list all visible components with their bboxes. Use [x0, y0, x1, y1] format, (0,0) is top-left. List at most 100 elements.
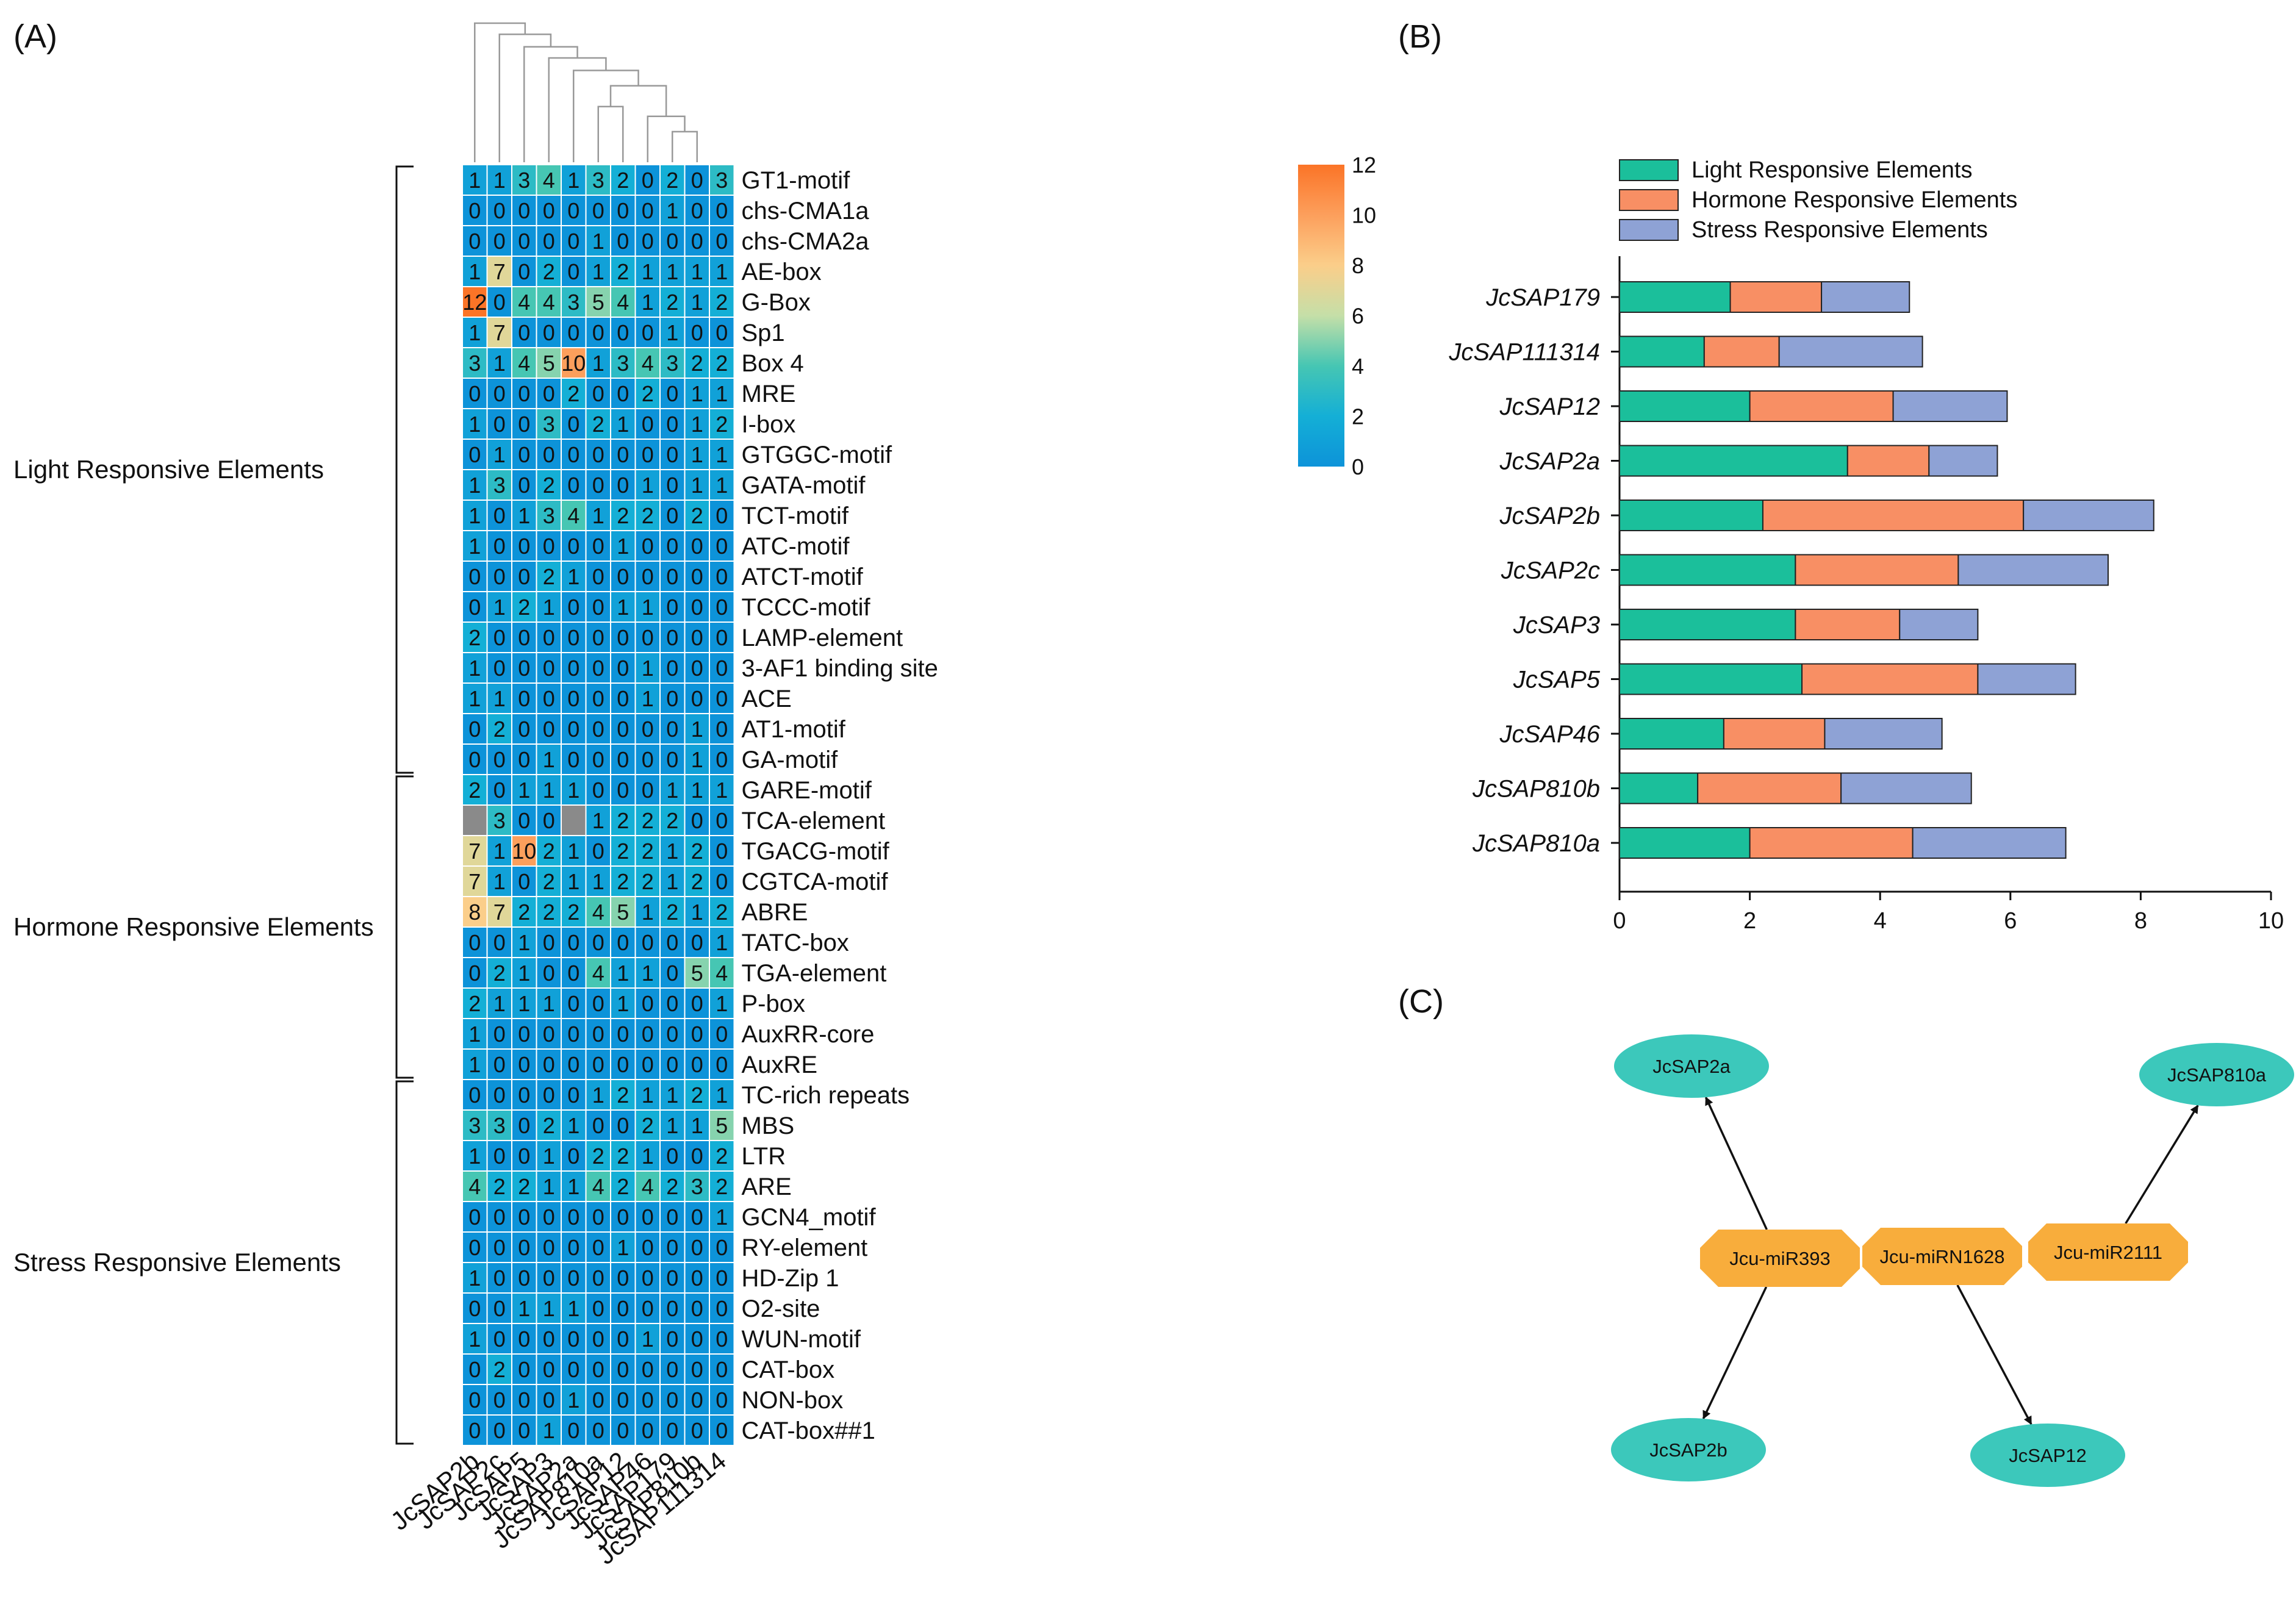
heatmap-cell-value: 0: [691, 1022, 703, 1047]
heatmap-cell-value: 7: [493, 900, 506, 925]
heatmap-cell-value: 0: [468, 1235, 481, 1260]
heatmap-cell-value: 0: [592, 564, 604, 589]
colorbar-tick-label: 12: [1352, 152, 1376, 177]
heatmap-cell-value: 0: [666, 595, 678, 620]
heatmap-cell-value: 0: [567, 595, 579, 620]
heatmap-cell-value: 3: [493, 473, 506, 498]
heatmap-cell: [536, 317, 562, 348]
heatmap-cell-value: 2: [543, 473, 555, 498]
heatmap-cell-value: 0: [592, 1022, 604, 1047]
heatmap-row-label: chs-CMA2a: [742, 228, 870, 255]
heatmap-cell-value: 0: [617, 1357, 629, 1382]
heatmap-cell: [684, 1140, 710, 1172]
heatmap-cell-value: 0: [543, 1022, 555, 1047]
dendrogram-branch: [609, 85, 667, 116]
heatmap-cell-value: 2: [642, 381, 654, 406]
heatmap-cell-value: 1: [567, 1296, 579, 1321]
heatmap-row-label: ACE: [742, 686, 792, 712]
heatmap-cell-value: 0: [666, 1266, 678, 1291]
heatmap-cell-value: 0: [716, 1052, 728, 1077]
heatmap-cell: [536, 1140, 562, 1172]
heatmap-cell-value: 0: [642, 1418, 654, 1443]
heatmap-cell: [709, 469, 735, 501]
heatmap-cell-value: 1: [642, 259, 654, 284]
dendrogram-branch: [498, 33, 552, 162]
heatmap-cell-value: 0: [691, 595, 703, 620]
heatmap-cell: [659, 1231, 686, 1263]
heatmap-cell-value: 0: [468, 961, 481, 986]
group-brackets: Light Responsive Elements Hormone Respons…: [13, 165, 414, 1445]
heatmap-cell: [486, 987, 512, 1019]
heatmap-cell-value: 0: [468, 1357, 481, 1382]
heatmap-cell-value: 0: [666, 1296, 678, 1321]
heatmap-cell-value: 3: [493, 808, 506, 833]
heatmap-cell: [684, 682, 710, 714]
heatmap-row-label: P-box: [742, 990, 806, 1017]
heatmap-cell-value: 0: [592, 839, 604, 864]
heatmap-cell: [634, 743, 661, 775]
heatmap-cell-value: 0: [468, 381, 481, 406]
heatmap-cell: [585, 317, 611, 348]
heatmap-cell-value: 0: [666, 1052, 678, 1077]
dendrogram-branch: [597, 106, 624, 162]
group-label: Stress Responsive Elements: [13, 1248, 341, 1277]
heatmap-cell-value: 1: [468, 1052, 481, 1077]
heatmap-cell-value: 1: [592, 351, 604, 376]
heatmap-cell: [684, 1109, 710, 1141]
bar-category-label: JcSAP2c: [1501, 557, 1600, 584]
colorbar-tick-label: 4: [1352, 354, 1364, 379]
heatmap-cell-value: 0: [617, 686, 629, 711]
heatmap-cell-value: 0: [567, 747, 579, 772]
heatmap-cell-value: 0: [691, 1418, 703, 1443]
heatmap-cell-value: 1: [666, 869, 678, 894]
heatmap-cell-value: 1: [642, 595, 654, 620]
heatmap-cell-value: 0: [617, 1266, 629, 1291]
heatmap-cell-value: 0: [617, 381, 629, 406]
heatmap-cell-value: 0: [666, 1357, 678, 1382]
heatmap-cell-value: 0: [666, 686, 678, 711]
bar-category-label: JcSAP810b: [1472, 776, 1600, 803]
heatmap-cell: [684, 500, 710, 531]
heatmap-cell: [536, 1018, 562, 1050]
bar-x-tick-label: 8: [2134, 908, 2147, 934]
heatmap-cell: [585, 500, 611, 531]
heatmap-cell-value: 0: [716, 717, 728, 742]
heatmap-cell: [511, 896, 537, 928]
bar-segment: [1619, 554, 1796, 586]
heatmap-cell-value: 0: [543, 1327, 555, 1352]
heatmap-cell-value: 0: [716, 595, 728, 620]
heatmap-cell: [659, 439, 686, 470]
heatmap-cell-value: 1: [518, 991, 530, 1016]
heatmap-cell-value: 1: [468, 656, 481, 681]
heatmap-cell-value: 1: [543, 747, 555, 772]
bar-segment: [1703, 335, 1780, 368]
heatmap-cell-value: 0: [691, 1388, 703, 1413]
heatmap-row-label: Sp1: [742, 320, 785, 346]
heatmap-cell: [659, 835, 686, 867]
heatmap-cell-value: 2: [567, 900, 579, 925]
heatmap-cell-value: 0: [468, 442, 481, 467]
heatmap-cell-value: 1: [567, 1174, 579, 1199]
heatmap-cell-value: 1: [716, 381, 728, 406]
heatmap-cell-value: 2: [518, 595, 530, 620]
heatmap-cell-value: 0: [468, 1083, 481, 1108]
heatmap-cell-value: 10: [561, 351, 586, 376]
heatmap-cell-value: 0: [468, 747, 481, 772]
heatmap-cell: [462, 408, 488, 440]
heatmap-cell-value: 0: [617, 656, 629, 681]
heatmap-cell-value: 0: [642, 1266, 654, 1291]
heatmap-cell-value: 0: [691, 991, 703, 1016]
heatmap-cell-value: 1: [617, 595, 629, 620]
heatmap-cell-value: 0: [493, 381, 506, 406]
heatmap-cell-value: 0: [617, 1388, 629, 1413]
heatmap-cell-value: 1: [691, 290, 703, 315]
heatmap-cell-value: 0: [666, 1418, 678, 1443]
heatmap-cell-value: 0: [543, 320, 555, 345]
heatmap-cell: [511, 621, 537, 653]
heatmap-cell-value: 1: [468, 168, 481, 193]
bar-segment: [1619, 827, 1751, 859]
heatmap-cell: [585, 804, 611, 836]
heatmap-cell-value: 0: [617, 778, 629, 803]
heatmap-cell-value: 0: [543, 1388, 555, 1413]
heatmap-cell-value: 0: [567, 259, 579, 284]
